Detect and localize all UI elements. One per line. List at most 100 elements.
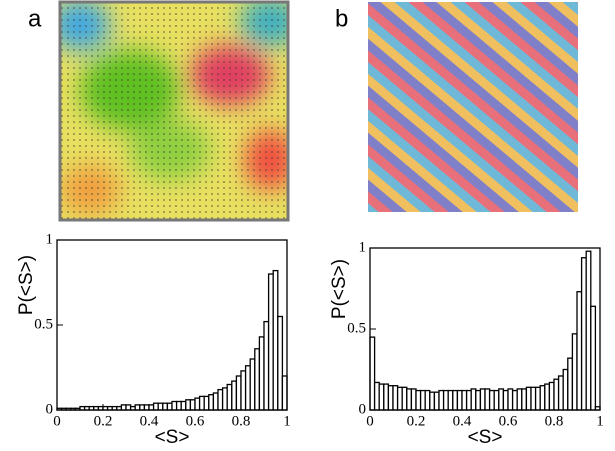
x-axis-label: <S> <box>468 427 503 448</box>
bar <box>511 389 518 411</box>
y-axis-label: P(<S>) <box>16 255 37 315</box>
bar <box>383 383 390 411</box>
image-b <box>368 2 578 212</box>
bar <box>585 250 592 411</box>
bar <box>562 368 569 411</box>
bar <box>203 395 210 411</box>
bar <box>493 389 500 411</box>
bar <box>143 404 150 411</box>
bar <box>470 388 477 411</box>
bar <box>438 389 445 411</box>
x-tick-label: 1 <box>596 413 604 429</box>
bar <box>249 358 256 411</box>
x-tick-label: 0.8 <box>232 413 251 429</box>
y-tick-label: 1 <box>46 231 54 247</box>
bar <box>139 404 146 411</box>
x-tick-label: 0.8 <box>545 413 564 429</box>
y-tick-label: 0.5 <box>347 320 366 336</box>
x-axis-label: <S> <box>155 427 190 448</box>
bar <box>162 402 169 411</box>
bar <box>456 389 463 411</box>
bar <box>396 386 403 411</box>
y-tick-label: 0 <box>46 401 54 417</box>
bar <box>548 381 555 411</box>
bar <box>488 389 495 411</box>
bar <box>507 388 514 411</box>
bar <box>419 389 426 411</box>
bar <box>525 386 532 411</box>
bar <box>479 388 486 411</box>
bar <box>387 385 394 411</box>
panel-label: a <box>28 5 42 32</box>
bar <box>475 389 482 411</box>
bar <box>567 357 574 411</box>
bar <box>465 389 472 411</box>
bar <box>433 391 440 411</box>
bar <box>267 273 274 411</box>
bar <box>231 380 238 411</box>
bar <box>254 348 261 411</box>
bar <box>415 389 422 411</box>
bar <box>530 386 537 411</box>
bar <box>498 388 505 411</box>
bar <box>281 375 288 411</box>
bar <box>406 388 413 411</box>
x-tick-label: 0.2 <box>407 413 426 429</box>
x-tick-label: 0.2 <box>94 413 113 429</box>
bar <box>410 388 417 411</box>
bar <box>484 388 491 411</box>
bar <box>461 389 468 411</box>
bar <box>452 389 459 411</box>
bar <box>226 383 233 411</box>
bar <box>373 381 380 411</box>
bar <box>244 365 251 411</box>
bar <box>240 370 247 411</box>
bar <box>208 394 215 411</box>
bar <box>378 383 385 411</box>
bar <box>521 388 528 411</box>
bar <box>263 320 270 411</box>
bar <box>580 257 587 411</box>
bar <box>134 404 141 411</box>
x-tick-label: 0.4 <box>453 413 472 429</box>
bar <box>502 389 509 411</box>
bar <box>369 336 376 411</box>
x-tick-label: 0.6 <box>499 413 518 429</box>
bar <box>152 402 159 411</box>
bar <box>571 333 578 411</box>
bar <box>212 392 219 411</box>
bar <box>539 385 546 411</box>
bar <box>557 375 564 411</box>
bar <box>157 402 164 411</box>
panel-label: b <box>335 5 348 32</box>
bar <box>447 389 454 411</box>
x-tick-label: 0 <box>53 413 61 429</box>
bar <box>576 291 583 411</box>
bar <box>544 383 551 411</box>
bar <box>429 391 436 411</box>
bar <box>258 336 265 411</box>
bar <box>180 400 187 411</box>
y-tick-label: 1 <box>359 239 367 255</box>
x-tick-label: 0 <box>366 413 374 429</box>
x-tick-label: 1 <box>283 413 291 429</box>
bar <box>590 305 597 411</box>
y-axis-label: P(<S>) <box>329 259 350 319</box>
x-tick-label: 0.6 <box>186 413 205 429</box>
bar <box>120 404 127 411</box>
y-tick-label: 0 <box>359 401 367 417</box>
y-tick-label: 0.5 <box>34 316 53 332</box>
bar <box>516 388 523 411</box>
bar <box>166 402 173 411</box>
bar <box>221 387 228 411</box>
bar <box>553 378 560 411</box>
bar <box>534 386 541 411</box>
bar <box>194 397 201 411</box>
image-a <box>60 2 288 220</box>
bar <box>392 385 399 411</box>
bar <box>185 399 192 411</box>
bar <box>198 395 205 411</box>
bar <box>272 269 279 411</box>
bar <box>217 388 224 411</box>
bar <box>277 315 284 411</box>
